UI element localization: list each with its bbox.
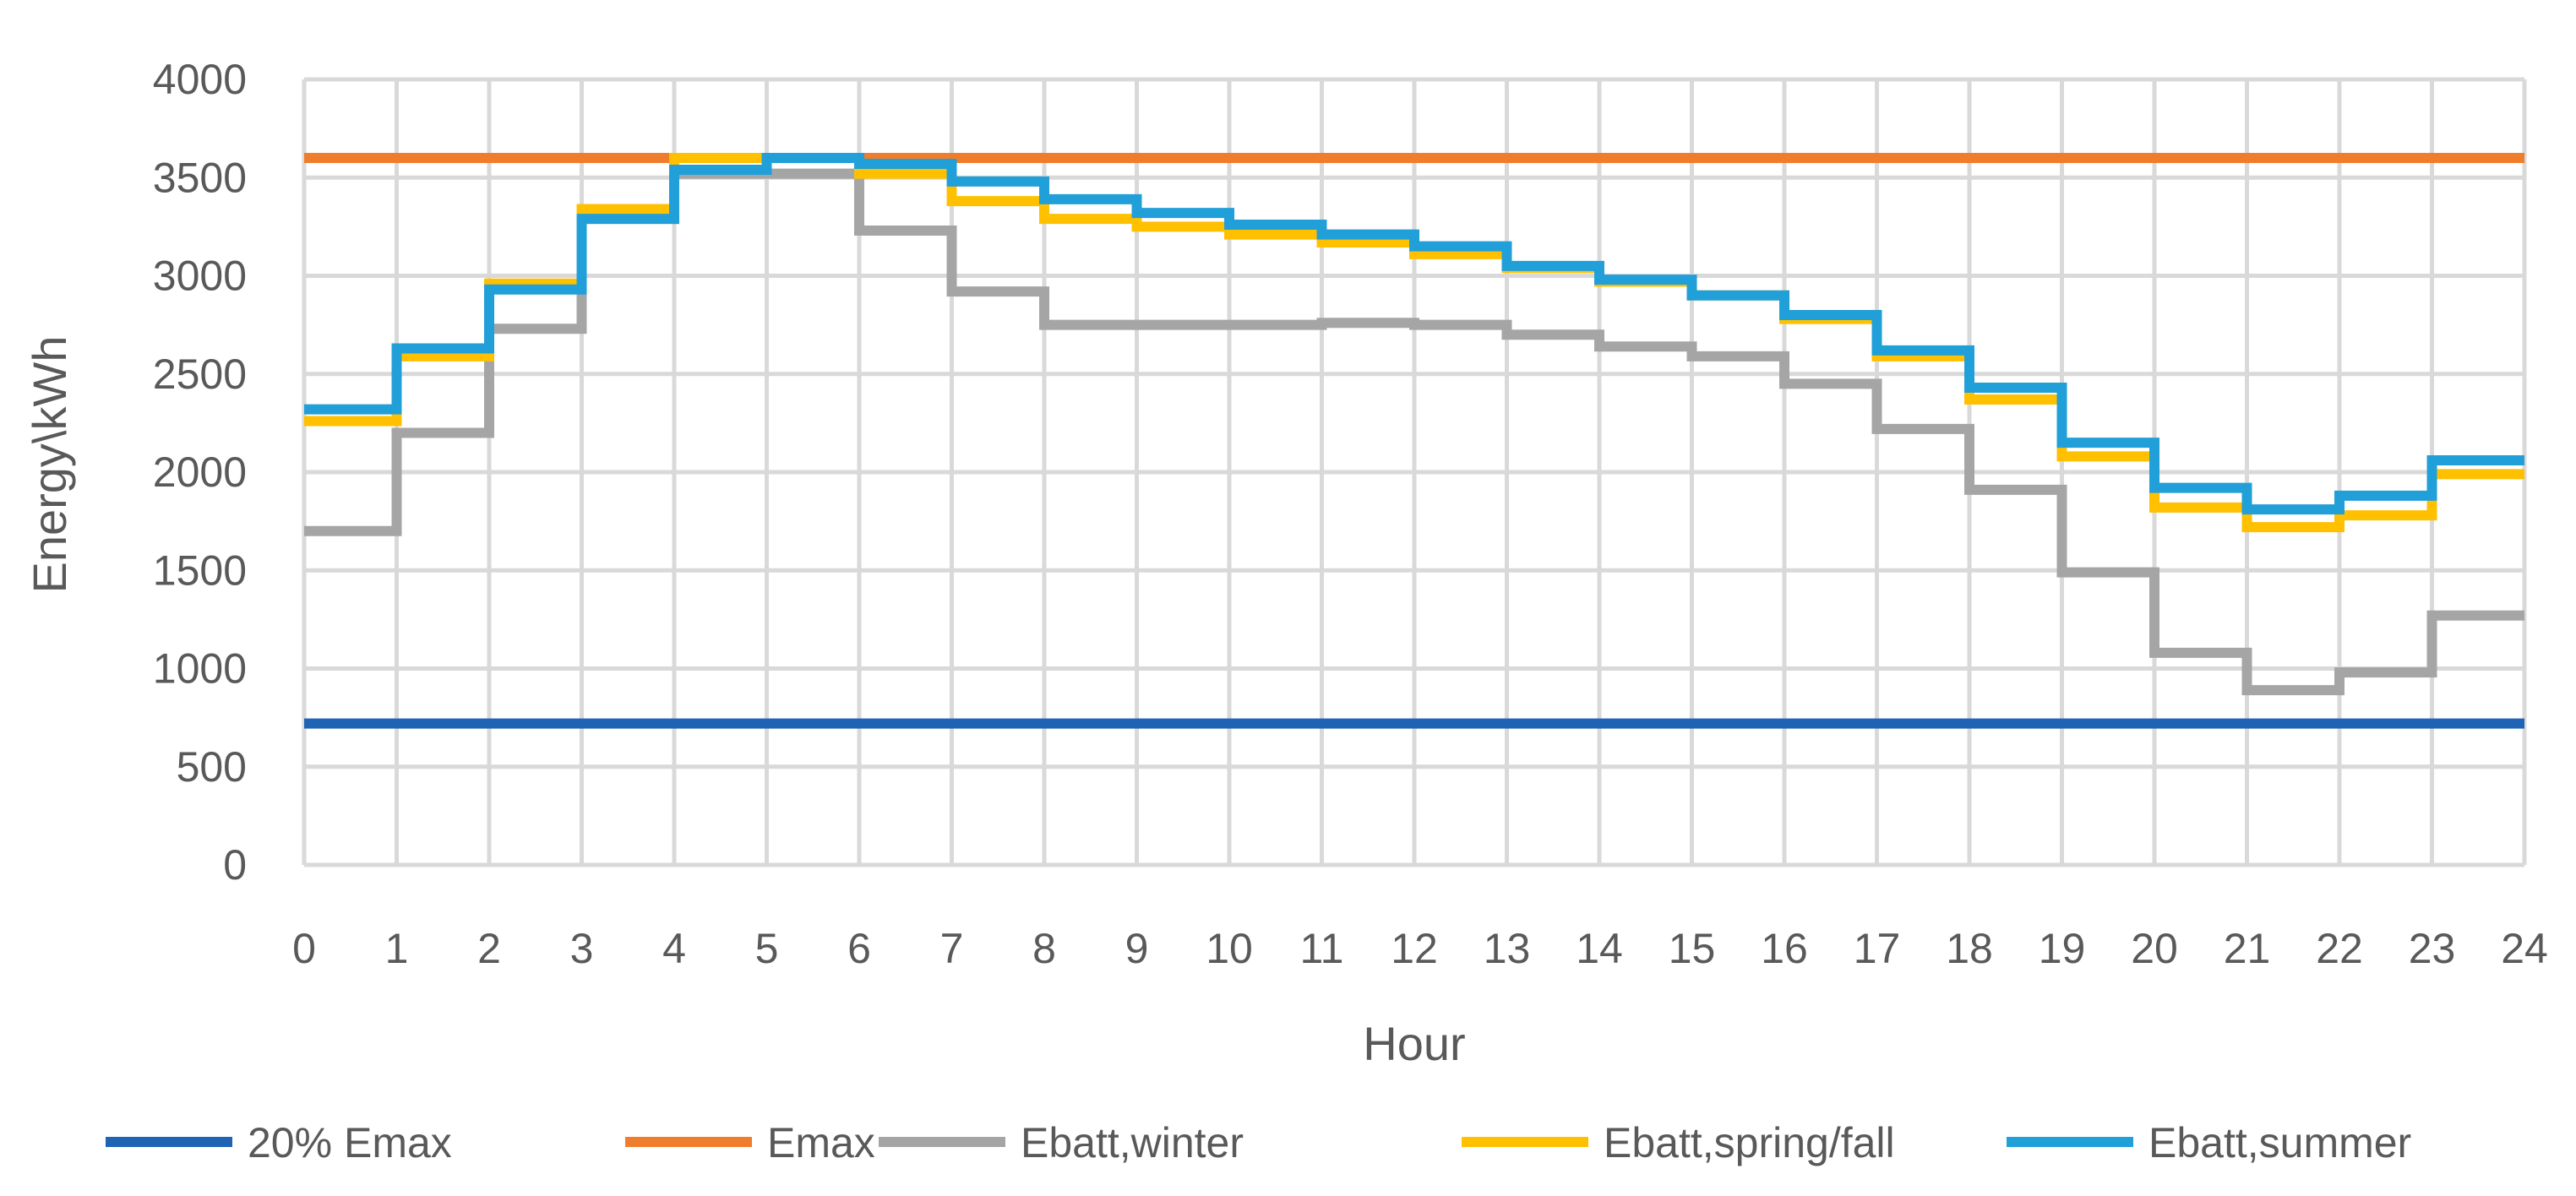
- y-tick-label: 0: [223, 841, 247, 889]
- y-tick-label: 1000: [153, 645, 247, 693]
- legend-label: Emax: [767, 1119, 875, 1166]
- x-tick-label: 19: [2039, 925, 2086, 972]
- x-tick-label: 22: [2316, 925, 2363, 972]
- x-tick-label: 21: [2224, 925, 2271, 972]
- x-tick-label: 10: [1206, 925, 1253, 972]
- x-tick-label: 16: [1761, 925, 1808, 972]
- x-axis-title: Hour: [1363, 1017, 1465, 1070]
- y-tick-label: 4000: [153, 56, 247, 103]
- y-axis-title: Energy\kWh: [23, 336, 76, 594]
- x-tick-label: 23: [2409, 925, 2456, 972]
- x-tick-label: 0: [292, 925, 316, 972]
- legend-label: Ebatt,summer: [2148, 1119, 2411, 1166]
- y-tick-label: 1500: [153, 546, 247, 594]
- series-line-4: [304, 153, 2524, 515]
- y-tick-label: 2500: [153, 351, 247, 398]
- x-tick-label: 14: [1576, 925, 1623, 972]
- legend-label: Ebatt,spring/fall: [1604, 1119, 1895, 1166]
- x-tick-label: 18: [1946, 925, 1993, 972]
- gridlines: [302, 77, 2527, 867]
- y-axis-tick-labels: 0 500 1000 1500 2000 2500 3000 3500 4000: [153, 56, 247, 889]
- series-lines: [304, 153, 2524, 729]
- y-tick-label: 3500: [153, 154, 247, 201]
- x-tick-label: 17: [1854, 925, 1901, 972]
- x-tick-label: 7: [940, 925, 964, 972]
- y-tick-label: 3000: [153, 253, 247, 300]
- x-tick-label: 3: [570, 925, 594, 972]
- legend-label: Ebatt,winter: [1021, 1119, 1244, 1166]
- x-tick-label: 13: [1484, 925, 1531, 972]
- x-tick-label: 15: [1669, 925, 1716, 972]
- y-tick-label: 500: [177, 743, 247, 791]
- x-tick-label: 6: [847, 925, 871, 972]
- x-tick-label: 2: [477, 925, 501, 972]
- x-tick-label: 11: [1300, 925, 1344, 972]
- x-axis-tick-labels: 0 1 2 3 4 5 6 7 8 9 10 11 12 13 14 15 16 17 18 19 20 21 22 23 24: [292, 925, 2548, 972]
- x-tick-label: 24: [2501, 925, 2548, 972]
- x-tick-label: 20: [2131, 925, 2178, 972]
- x-tick-label: 4: [662, 925, 686, 972]
- legend-label: 20% Emax: [248, 1119, 452, 1166]
- x-tick-label: 5: [755, 925, 779, 972]
- x-tick-label: 12: [1391, 925, 1438, 972]
- x-tick-label: 1: [385, 925, 409, 972]
- legend: 20% Emax Emax Ebatt,winter Ebatt,spring/fal…: [106, 1119, 2411, 1166]
- x-tick-label: 9: [1125, 925, 1149, 972]
- x-tick-label: 8: [1032, 925, 1056, 972]
- y-tick-label: 2000: [153, 448, 247, 496]
